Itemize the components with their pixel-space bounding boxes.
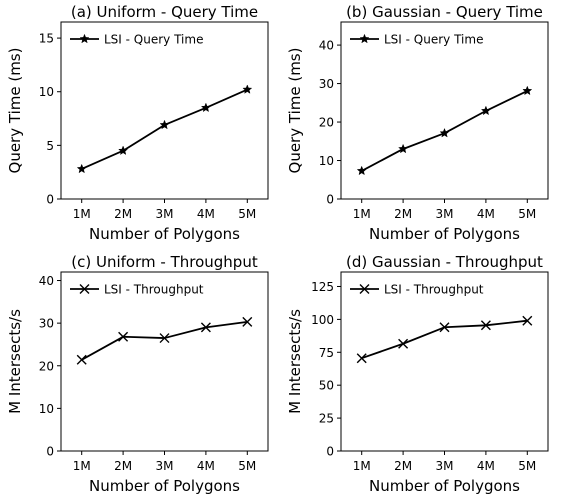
y-tick-label: 50 bbox=[319, 379, 334, 393]
x-axis-label: Number of Polygons bbox=[89, 225, 240, 243]
y-tick-label: 0 bbox=[326, 193, 334, 207]
y-tick-label: 20 bbox=[39, 359, 54, 373]
y-tick-label: 100 bbox=[311, 313, 334, 327]
x-tick-label: 4M bbox=[477, 459, 495, 473]
x-tick-label: 2M bbox=[114, 459, 132, 473]
data-point bbox=[439, 322, 450, 333]
y-tick-label: 125 bbox=[311, 280, 334, 294]
legend-label: LSI - Query Time bbox=[104, 33, 203, 47]
legend-label: LSI - Query Time bbox=[384, 33, 483, 47]
x-axis-label: Number of Polygons bbox=[369, 225, 520, 243]
data-point bbox=[242, 84, 253, 94]
y-tick-label: 40 bbox=[39, 274, 54, 288]
legend-label: LSI - Throughput bbox=[104, 283, 204, 297]
data-point bbox=[439, 127, 450, 138]
data-point bbox=[480, 105, 491, 116]
data-point bbox=[522, 85, 533, 96]
y-axis-label: Query Time (ms) bbox=[286, 48, 304, 174]
x-tick-label: 3M bbox=[156, 459, 174, 473]
data-point bbox=[118, 145, 129, 156]
data-point bbox=[242, 316, 253, 327]
data-point bbox=[159, 333, 170, 344]
chart-panel-1: (b) Gaussian - Query Time 0 10 20 30 40 1M 2M 3M… bbox=[286, 3, 549, 243]
y-tick-label: 10 bbox=[319, 154, 334, 168]
x-tick-label: 1M bbox=[353, 207, 371, 221]
legend-marker bbox=[79, 284, 90, 294]
data-point bbox=[480, 320, 491, 331]
chart-title: (a) Uniform - Query Time bbox=[71, 3, 258, 21]
data-point bbox=[398, 338, 409, 349]
x-tick-label: 3M bbox=[436, 459, 454, 473]
x-tick-label: 5M bbox=[238, 459, 256, 473]
x-tick-label: 1M bbox=[73, 459, 91, 473]
legend-label: LSI - Throughput bbox=[384, 283, 484, 297]
plot-frame bbox=[60, 21, 269, 200]
legend-marker bbox=[79, 33, 90, 44]
chart-title: (c) Uniform - Throughput bbox=[71, 253, 258, 271]
x-tick-label: 5M bbox=[238, 207, 256, 221]
y-tick-label: 15 bbox=[39, 32, 54, 46]
y-tick-label: 0 bbox=[326, 445, 334, 459]
x-tick-label: 4M bbox=[477, 207, 495, 221]
chart-panel-2: (c) Uniform - Throughput 0 10 20 30 40 1M 2M 3M 4… bbox=[6, 253, 269, 495]
chart-panel-3: (d) Gaussian - Throughput 0 25 50 75 100 125 1M… bbox=[286, 253, 549, 495]
plot-frame bbox=[60, 271, 269, 452]
data-point bbox=[159, 119, 170, 130]
x-axis-label: Number of Polygons bbox=[89, 477, 240, 495]
x-tick-label: 3M bbox=[156, 207, 174, 221]
x-tick-label: 5M bbox=[518, 459, 536, 473]
data-point bbox=[76, 354, 87, 365]
y-tick-label: 30 bbox=[319, 77, 334, 91]
y-tick-label: 40 bbox=[319, 39, 334, 53]
y-tick-label: 10 bbox=[39, 85, 54, 99]
data-point bbox=[76, 163, 87, 174]
y-axis-label: Query Time (ms) bbox=[6, 48, 24, 174]
x-tick-label: 4M bbox=[197, 459, 215, 473]
x-tick-label: 2M bbox=[394, 207, 412, 221]
x-tick-label: 5M bbox=[518, 207, 536, 221]
x-tick-label: 4M bbox=[197, 207, 215, 221]
y-tick-label: 20 bbox=[319, 116, 334, 130]
y-tick-label: 25 bbox=[319, 412, 334, 426]
plot-frame bbox=[340, 271, 549, 452]
series-line bbox=[81, 320, 248, 361]
legend-marker bbox=[359, 33, 370, 44]
y-axis-label: M Intersects/s bbox=[286, 309, 304, 414]
y-tick-label: 0 bbox=[46, 193, 54, 207]
data-point bbox=[356, 353, 367, 364]
x-tick-label: 2M bbox=[114, 207, 132, 221]
y-tick-label: 30 bbox=[39, 317, 54, 331]
data-point bbox=[200, 102, 211, 113]
x-axis-label: Number of Polygons bbox=[369, 477, 520, 495]
x-tick-label: 2M bbox=[394, 459, 412, 473]
chart-panel-0: (a) Uniform - Query Time 0 5 10 15 1M 2M 3M 4M 5M… bbox=[6, 3, 269, 243]
data-point bbox=[118, 331, 129, 342]
chart-title: (b) Gaussian - Query Time bbox=[346, 3, 543, 21]
series-line bbox=[81, 88, 248, 170]
data-point bbox=[398, 143, 409, 154]
y-axis-label: M Intersects/s bbox=[6, 309, 24, 414]
x-tick-label: 1M bbox=[73, 207, 91, 221]
x-tick-label: 3M bbox=[436, 207, 454, 221]
x-tick-label: 1M bbox=[353, 459, 371, 473]
data-point bbox=[356, 165, 367, 176]
legend-marker bbox=[359, 284, 370, 294]
data-point bbox=[522, 315, 533, 326]
y-tick-label: 0 bbox=[46, 445, 54, 459]
y-tick-label: 5 bbox=[46, 139, 54, 153]
chart-title: (d) Gaussian - Throughput bbox=[346, 253, 543, 271]
y-tick-label: 75 bbox=[319, 346, 334, 360]
plot-frame bbox=[340, 21, 549, 200]
y-tick-label: 10 bbox=[39, 402, 54, 416]
data-point bbox=[200, 322, 211, 333]
